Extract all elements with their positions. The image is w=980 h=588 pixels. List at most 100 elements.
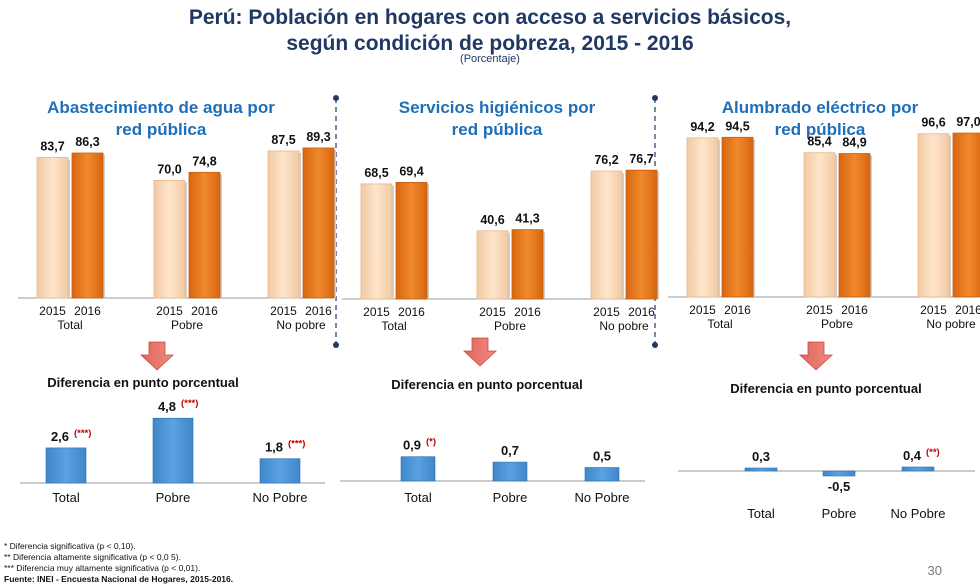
panel-title-agua-line2: red pública	[115, 120, 207, 139]
year-label-agua-2015-1: 2015	[156, 304, 183, 318]
footnote-2: ** Diferencia altamente significativa (p…	[4, 552, 181, 562]
diff-category-alumbrado-2: No Pobre	[891, 506, 946, 521]
bar-alumbrado-2015-total	[686, 137, 719, 298]
value-label-agua-2016-0: 86,3	[75, 135, 99, 149]
value-label-higienicos-2015-2: 76,2	[594, 153, 618, 167]
year-label-alumbrado-2015-0: 2015	[689, 303, 716, 317]
value-label-alumbrado-2016-2: 97,0	[956, 115, 980, 129]
diff-significance-agua-2: (***)	[288, 439, 305, 450]
diff-title-alumbrado: Diferencia en punto porcentual	[730, 381, 922, 396]
group-label-alumbrado-0: Total	[707, 317, 732, 331]
year-label-agua-2016-0: 2016	[74, 304, 101, 318]
footnote-source: Fuente: INEI - Encuesta Nacional de Hoga…	[4, 574, 234, 584]
bar-alumbrado-2015-pobre	[803, 152, 836, 298]
year-label-higienicos-2016-1: 2016	[514, 305, 541, 319]
value-label-agua-2016-2: 89,3	[306, 130, 330, 144]
unit-note: (Porcentaje)	[460, 53, 520, 65]
separator-left-dot-bottom	[333, 342, 339, 348]
diff-category-agua-2: No Pobre	[253, 490, 308, 505]
down-arrow-0	[139, 341, 175, 371]
diff-category-higienicos-2: No Pobre	[575, 490, 630, 505]
diff-title-agua: Diferencia en punto porcentual	[47, 375, 239, 390]
diff-category-higienicos-1: Pobre	[493, 490, 528, 505]
diff-category-agua-1: Pobre	[156, 490, 191, 505]
value-label-higienicos-2015-1: 40,6	[480, 213, 504, 227]
diff-significance-higienicos-0: (*)	[426, 437, 436, 448]
page-title-line1: Perú: Población en hogares con acceso a …	[188, 6, 792, 29]
diff-bar-higienicos-no-pobre	[584, 467, 620, 482]
diff-value-higienicos-1: 0,7	[501, 443, 519, 458]
year-label-higienicos-2015-0: 2015	[363, 305, 390, 319]
panel-title-alumbrado: Alumbrado eléctrico por red pública	[670, 97, 970, 141]
diff-value-alumbrado-2: 0,4	[903, 448, 922, 463]
value-label-agua-2015-1: 70,0	[157, 162, 181, 176]
year-label-agua-2016-2: 2016	[305, 304, 332, 318]
diff-value-agua-1: 4,8	[158, 399, 176, 414]
down-arrow-1	[462, 337, 498, 367]
group-label-agua-0: Total	[57, 318, 82, 332]
diff-category-agua-0: Total	[52, 490, 80, 505]
year-label-alumbrado-2015-1: 2015	[806, 303, 833, 317]
value-label-alumbrado-2016-1: 84,9	[842, 136, 866, 150]
diff-bar-alumbrado-no-pobre	[901, 466, 935, 472]
panel-title-higienicos-line2: red pública	[451, 120, 543, 139]
diff-value-alumbrado-1: -0,5	[828, 479, 850, 494]
separator-left-dot-top	[333, 95, 339, 101]
bar-alumbrado-2016-total	[721, 136, 754, 298]
separator-right-dot-top	[652, 95, 658, 101]
year-label-higienicos-2016-0: 2016	[398, 305, 425, 319]
group-label-agua-1: Pobre	[171, 318, 203, 332]
diff-category-alumbrado-0: Total	[747, 506, 775, 521]
bar-agua-2016-total	[71, 152, 104, 299]
year-label-agua-2015-2: 2015	[270, 304, 297, 318]
panel-title-higienicos: Servicios higiénicos por red pública	[347, 97, 647, 141]
year-label-agua-2015-0: 2015	[39, 304, 66, 318]
value-label-alumbrado-2015-2: 96,6	[921, 116, 945, 130]
page-title-line2: según condición de pobreza, 2015 - 2016	[286, 32, 694, 55]
year-label-alumbrado-2016-1: 2016	[841, 303, 868, 317]
value-label-higienicos-2016-1: 41,3	[515, 212, 539, 226]
bar-agua-2016-pobre	[188, 171, 221, 299]
group-label-higienicos-2: No pobre	[599, 319, 649, 333]
value-label-higienicos-2016-0: 69,4	[399, 164, 423, 178]
year-label-alumbrado-2015-2: 2015	[920, 303, 947, 317]
diff-bar-agua-pobre	[152, 417, 194, 484]
value-label-alumbrado-2016-0: 94,5	[725, 119, 749, 133]
footnote-1: * Diferencia significativa (p < 0,10).	[4, 541, 136, 551]
panel-title-agua-line1: Abastecimiento de agua por	[47, 98, 275, 117]
bar-higienicos-2015-total	[360, 183, 393, 300]
value-label-agua-2015-2: 87,5	[271, 133, 295, 147]
separator-right-dot-bottom	[652, 342, 658, 348]
year-label-higienicos-2015-2: 2015	[593, 305, 620, 319]
footnote-3: *** Diferencia muy altamente significati…	[4, 563, 201, 573]
bar-agua-2015-no-pobre	[267, 150, 300, 299]
bar-higienicos-2016-total	[395, 182, 428, 300]
page-number: 30	[927, 563, 942, 578]
diff-value-higienicos-0: 0,9	[403, 438, 421, 453]
bar-higienicos-2015-no-pobre	[590, 170, 623, 300]
bar-higienicos-2016-no-pobre	[625, 169, 658, 300]
bar-higienicos-2015-pobre	[476, 230, 509, 300]
group-label-higienicos-0: Total	[381, 319, 406, 333]
diff-bar-higienicos-pobre	[492, 461, 528, 482]
group-label-agua-2: No pobre	[276, 318, 326, 332]
diff-title-higienicos: Diferencia en punto porcentual	[391, 377, 583, 392]
value-label-alumbrado-2015-0: 94,2	[690, 120, 714, 134]
diff-category-alumbrado-1: Pobre	[822, 506, 857, 521]
year-label-higienicos-2016-2: 2016	[628, 305, 655, 319]
diff-bar-alumbrado-pobre	[822, 470, 856, 477]
panel-title-alumbrado-line2: red pública	[774, 120, 866, 139]
group-label-higienicos-1: Pobre	[494, 319, 526, 333]
year-label-alumbrado-2016-0: 2016	[724, 303, 751, 317]
diff-value-agua-0: 2,6	[51, 429, 69, 444]
bar-alumbrado-2016-no-pobre	[952, 132, 980, 298]
panel-title-alumbrado-line1: Alumbrado eléctrico por	[721, 98, 919, 117]
value-label-higienicos-2016-2: 76,7	[629, 152, 653, 166]
value-label-higienicos-2015-0: 68,5	[364, 166, 388, 180]
diff-value-alumbrado-0: 0,3	[752, 449, 770, 464]
bar-alumbrado-2015-no-pobre	[917, 133, 950, 298]
bar-agua-2016-no-pobre	[302, 147, 335, 299]
panel-title-agua: Abastecimiento de agua por red pública	[11, 97, 311, 141]
diff-significance-agua-1: (***)	[181, 398, 198, 409]
year-label-higienicos-2015-1: 2015	[479, 305, 506, 319]
